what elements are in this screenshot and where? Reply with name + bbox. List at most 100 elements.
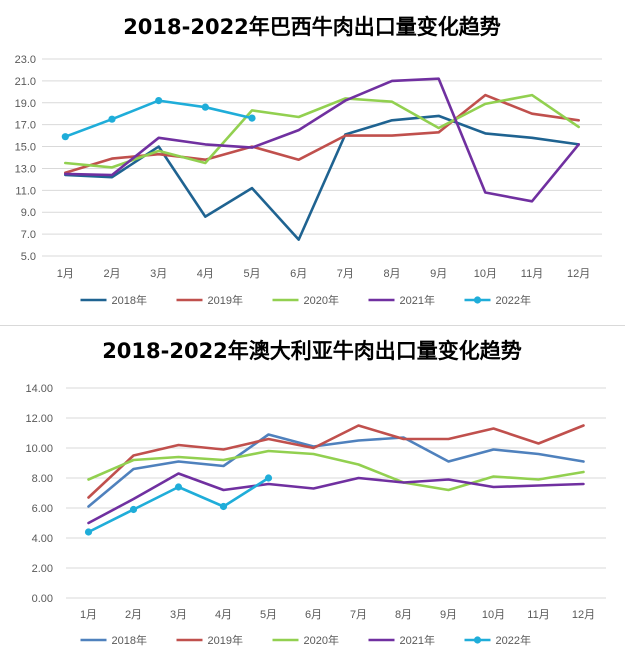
legend-item: 2019年 bbox=[176, 293, 243, 307]
series-2021年 bbox=[87, 472, 585, 525]
y-tick-label: 11.0 bbox=[15, 185, 36, 197]
x-tick-label: 9月 bbox=[430, 268, 447, 280]
series-line bbox=[87, 449, 585, 492]
x-tick-label: 8月 bbox=[383, 268, 400, 280]
legend-label: 2019年 bbox=[208, 633, 243, 647]
x-tick-label: 7月 bbox=[337, 268, 354, 280]
x-tick-label: 2月 bbox=[125, 609, 142, 621]
legend-label: 2018年 bbox=[112, 633, 147, 647]
chart-title: 2018-2022年澳大利亚牛肉出口量变化趋势 bbox=[102, 339, 522, 363]
legend-marker bbox=[473, 296, 482, 304]
series-2019年 bbox=[87, 424, 585, 499]
x-tick-label: 3月 bbox=[150, 268, 167, 280]
australia-beef-export-chart: 2018-2022年澳大利亚牛肉出口量变化趋势 0.00 2.00 4.00 6.00… bbox=[25, 339, 606, 647]
series-2022年 bbox=[84, 474, 273, 536]
legend-label: 2018年 bbox=[112, 293, 147, 307]
legend-item: 2021年 bbox=[368, 633, 435, 647]
brazil-beef-export-chart: 2018-2022年巴西牛肉出口量变化趋势 5.0 7.0 9.0 11.0 13.0 1… bbox=[15, 15, 602, 307]
legend-item: 2020年 bbox=[272, 293, 339, 307]
x-tick-label: 3月 bbox=[170, 609, 187, 621]
series-line bbox=[64, 114, 581, 241]
y-tick-label: 17.0 bbox=[15, 120, 36, 132]
x-tick-label: 10月 bbox=[474, 268, 497, 280]
series-line bbox=[64, 93, 581, 169]
x-tick-label: 6月 bbox=[290, 268, 307, 280]
x-tick-label: 4月 bbox=[197, 268, 214, 280]
x-tick-label: 12月 bbox=[572, 609, 595, 621]
legend-item: 2022年 bbox=[464, 293, 531, 307]
x-tick-label: 6月 bbox=[305, 609, 322, 621]
data-point bbox=[108, 115, 116, 123]
y-tick-label: 9.0 bbox=[21, 207, 36, 219]
legend-label: 2022年 bbox=[496, 293, 531, 307]
x-tick-label: 8月 bbox=[395, 609, 412, 621]
legend-label: 2020年 bbox=[304, 293, 339, 307]
y-tick-label: 4.00 bbox=[32, 533, 53, 545]
gridlines bbox=[66, 387, 606, 599]
legend-label: 2021年 bbox=[400, 293, 435, 307]
data-point bbox=[174, 483, 183, 491]
x-tick-label: 11月 bbox=[521, 268, 543, 280]
legend-item: 2018年 bbox=[80, 633, 147, 647]
x-tick-label: 1月 bbox=[80, 609, 97, 621]
y-tick-label: 7.0 bbox=[21, 229, 36, 241]
legend-label: 2022年 bbox=[496, 633, 531, 647]
legend-marker bbox=[473, 636, 482, 644]
data-point bbox=[248, 114, 256, 122]
legend-item: 2020年 bbox=[272, 633, 339, 647]
legend-item: 2018年 bbox=[80, 293, 147, 307]
legend-label: 2019年 bbox=[208, 293, 243, 307]
series-line bbox=[64, 77, 581, 203]
x-tick-label: 10月 bbox=[482, 609, 505, 621]
data-point bbox=[264, 474, 273, 482]
series-line bbox=[87, 472, 585, 525]
series-2021年 bbox=[64, 77, 581, 203]
y-tick-label: 15.0 bbox=[15, 142, 36, 154]
y-tick-label: 14.00 bbox=[25, 383, 53, 395]
legend-label: 2020年 bbox=[304, 633, 339, 647]
chart-title: 2018-2022年巴西牛肉出口量变化趋势 bbox=[123, 15, 501, 39]
y-tick-label: 5.0 bbox=[21, 251, 36, 263]
legend-item: 2021年 bbox=[368, 293, 435, 307]
x-tick-label: 7月 bbox=[350, 609, 367, 621]
x-tick-label: 5月 bbox=[243, 268, 260, 280]
x-tick-label: 2月 bbox=[103, 268, 120, 280]
y-tick-label: 2.00 bbox=[32, 563, 53, 575]
y-tick-label: 21.0 bbox=[15, 76, 36, 88]
series-2020年 bbox=[87, 449, 585, 492]
y-tick-label: 19.0 bbox=[15, 98, 36, 110]
series-2018年 bbox=[64, 114, 581, 241]
data-point bbox=[155, 96, 163, 105]
y-tick-label: 12.00 bbox=[25, 413, 53, 425]
legend-item: 2019年 bbox=[176, 633, 243, 647]
series-2020年 bbox=[64, 93, 581, 169]
x-tick-label: 9月 bbox=[440, 609, 457, 621]
series-line bbox=[64, 99, 254, 138]
data-point bbox=[61, 133, 69, 141]
x-tick-label: 1月 bbox=[57, 268, 74, 280]
x-tick-label: 11月 bbox=[527, 609, 549, 621]
series-2022年 bbox=[61, 96, 256, 141]
data-point bbox=[84, 528, 93, 536]
y-tick-label: 10.00 bbox=[25, 443, 53, 455]
x-tick-label: 12月 bbox=[567, 268, 590, 280]
series-line bbox=[87, 424, 585, 499]
x-tick-label: 4月 bbox=[215, 609, 232, 621]
legend: 2018年 2019年 2020年 2021年 2022年 bbox=[80, 293, 531, 307]
legend-label: 2021年 bbox=[400, 633, 435, 647]
series-line bbox=[87, 433, 585, 508]
y-tick-label: 23.0 bbox=[15, 54, 36, 66]
legend: 2018年 2019年 2020年 2021年 2022年 bbox=[80, 633, 531, 647]
y-tick-label: 6.00 bbox=[32, 503, 53, 515]
data-point bbox=[129, 505, 138, 514]
y-tick-label: 0.00 bbox=[32, 593, 53, 605]
x-tick-label: 5月 bbox=[260, 609, 277, 621]
data-point bbox=[201, 103, 209, 111]
legend-item: 2022年 bbox=[464, 633, 531, 647]
y-tick-label: 8.00 bbox=[32, 473, 53, 485]
australia-chart-panel: 2018-2022年澳大利亚牛肉出口量变化趋势 0.00 2.00 4.00 6.00… bbox=[0, 326, 625, 665]
y-tick-label: 13.0 bbox=[15, 163, 36, 175]
data-point bbox=[219, 502, 228, 511]
series-2018年 bbox=[87, 433, 585, 508]
brazil-chart-panel: 2018-2022年巴西牛肉出口量变化趋势 5.0 7.0 9.0 11.0 13.0 1… bbox=[0, 0, 625, 326]
